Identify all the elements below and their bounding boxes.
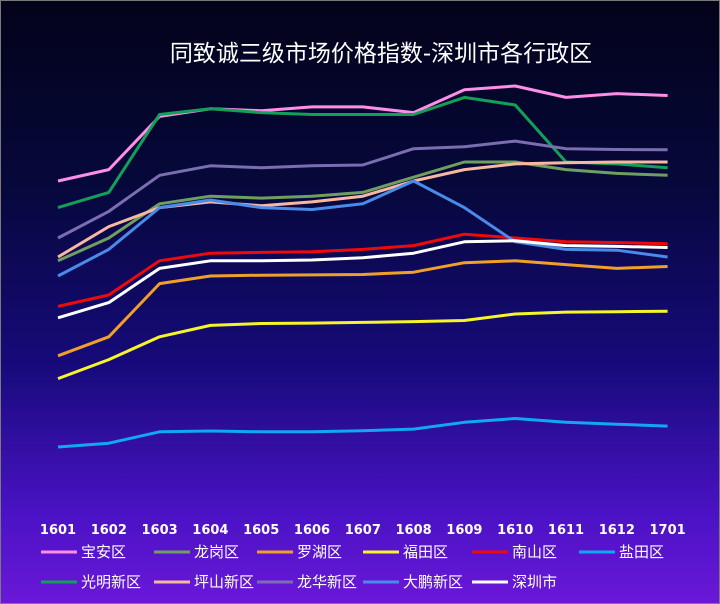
x-tick-label: 1605 — [243, 523, 279, 538]
legend-label: 坪山新区 — [194, 573, 254, 591]
x-tick-label: 1608 — [396, 523, 432, 538]
x-tick-label: 1607 — [345, 523, 381, 538]
x-tick-label: 1602 — [91, 523, 127, 538]
legend-label: 龙岗区 — [194, 543, 239, 561]
series-lines — [57, 84, 668, 449]
x-tick-label: 1601 — [40, 523, 76, 538]
legend-label: 福田区 — [403, 543, 448, 561]
x-tick-label: 1606 — [294, 523, 330, 538]
legend-label: 南山区 — [512, 543, 557, 561]
series-line-5 — [57, 417, 668, 449]
x-tick-label: 1610 — [497, 523, 533, 538]
series-line-4 — [57, 232, 668, 308]
x-tick-label: 1701 — [650, 523, 686, 538]
legend-label: 盐田区 — [619, 543, 664, 561]
x-tick-label: 1612 — [599, 523, 635, 538]
chart-title: 同致诚三级市场价格指数-深圳市各行政区 — [170, 41, 592, 67]
x-tick-label: 1609 — [446, 523, 482, 538]
series-line-8 — [57, 139, 668, 240]
series-line-3 — [57, 309, 668, 381]
series-line-10 — [57, 239, 668, 320]
legend-label: 罗湖区 — [297, 543, 342, 561]
series-line-0 — [57, 84, 668, 183]
legend-label: 光明新区 — [81, 573, 141, 591]
x-tick-label: 1604 — [192, 523, 228, 538]
series-line-2 — [57, 259, 668, 358]
legend-label: 宝安区 — [81, 543, 126, 561]
x-tick-label: 1603 — [142, 523, 178, 538]
series-line-9 — [57, 179, 668, 278]
x-axis-ticks: 1601 1602 1603 1604 1605 1606 1607 1608 1609 1610… — [40, 523, 686, 538]
legend-label: 深圳市 — [512, 573, 557, 591]
series-line-1 — [57, 160, 668, 263]
legend-label: 龙华新区 — [297, 573, 357, 591]
x-tick-label: 1611 — [548, 523, 584, 538]
legend-label: 大鹏新区 — [403, 573, 463, 591]
